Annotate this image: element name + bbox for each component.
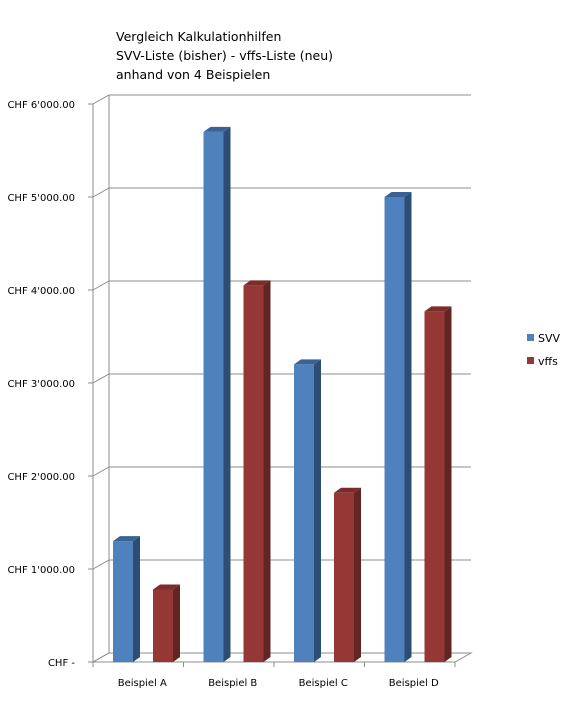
x-axis-tick-labels: Beispiel A Beispiel B Beispiel C Beispiel D	[118, 678, 439, 689]
legend-entry: SVV	[538, 332, 561, 345]
gridlines	[92, 94, 471, 663]
gridline	[92, 652, 471, 663]
bars	[113, 126, 452, 662]
gridline	[92, 466, 471, 477]
y-tick-label: CHF 3'000.00	[7, 379, 75, 390]
bar	[243, 280, 271, 662]
y-tick-label: CHF 2'000.00	[7, 472, 75, 483]
y-tick-label: CHF 1'000.00	[7, 565, 75, 576]
gridline	[92, 280, 471, 291]
legend: SVV vffs	[527, 332, 561, 368]
gridline	[92, 559, 471, 570]
bar	[153, 584, 180, 662]
gridline	[92, 187, 471, 198]
x-tick-label: Beispiel A	[118, 678, 167, 689]
chart-title-line-1: Vergleich Kalkulationhilfen	[116, 29, 281, 44]
y-tick-label: CHF 4'000.00	[7, 286, 75, 297]
y-tick-label: CHF 5'000.00	[7, 193, 75, 204]
chart-title: Vergleich Kalkulationhilfen SVV-Liste (b…	[116, 29, 333, 82]
bar	[203, 126, 231, 662]
bar	[334, 487, 361, 662]
bar	[113, 536, 140, 662]
x-tick-label: Beispiel B	[208, 678, 257, 689]
axes	[88, 95, 473, 667]
y-axis-tick-labels: CHF - CHF 1'000.00 CHF 2'000.00 CHF 3'000.0…	[7, 100, 75, 669]
gridline	[92, 373, 471, 384]
x-tick-label: Beispiel C	[299, 678, 348, 689]
chart-floor	[91, 652, 473, 663]
legend-swatch	[527, 334, 534, 341]
bar	[384, 192, 412, 662]
legend-entry: vffs	[538, 355, 558, 368]
chart-title-line-3: anhand von 4 Beispielen	[116, 67, 270, 82]
chart-title-line-2: SVV-Liste (bisher) - vffs-Liste (neu)	[116, 48, 333, 63]
legend-swatch	[527, 357, 534, 364]
y-tick-label: CHF 6'000.00	[7, 100, 75, 111]
bar	[294, 359, 321, 662]
x-tick-label: Beispiel D	[389, 678, 439, 689]
gridline	[92, 94, 471, 105]
bar	[424, 306, 452, 662]
y-tick-label: CHF -	[48, 658, 75, 669]
